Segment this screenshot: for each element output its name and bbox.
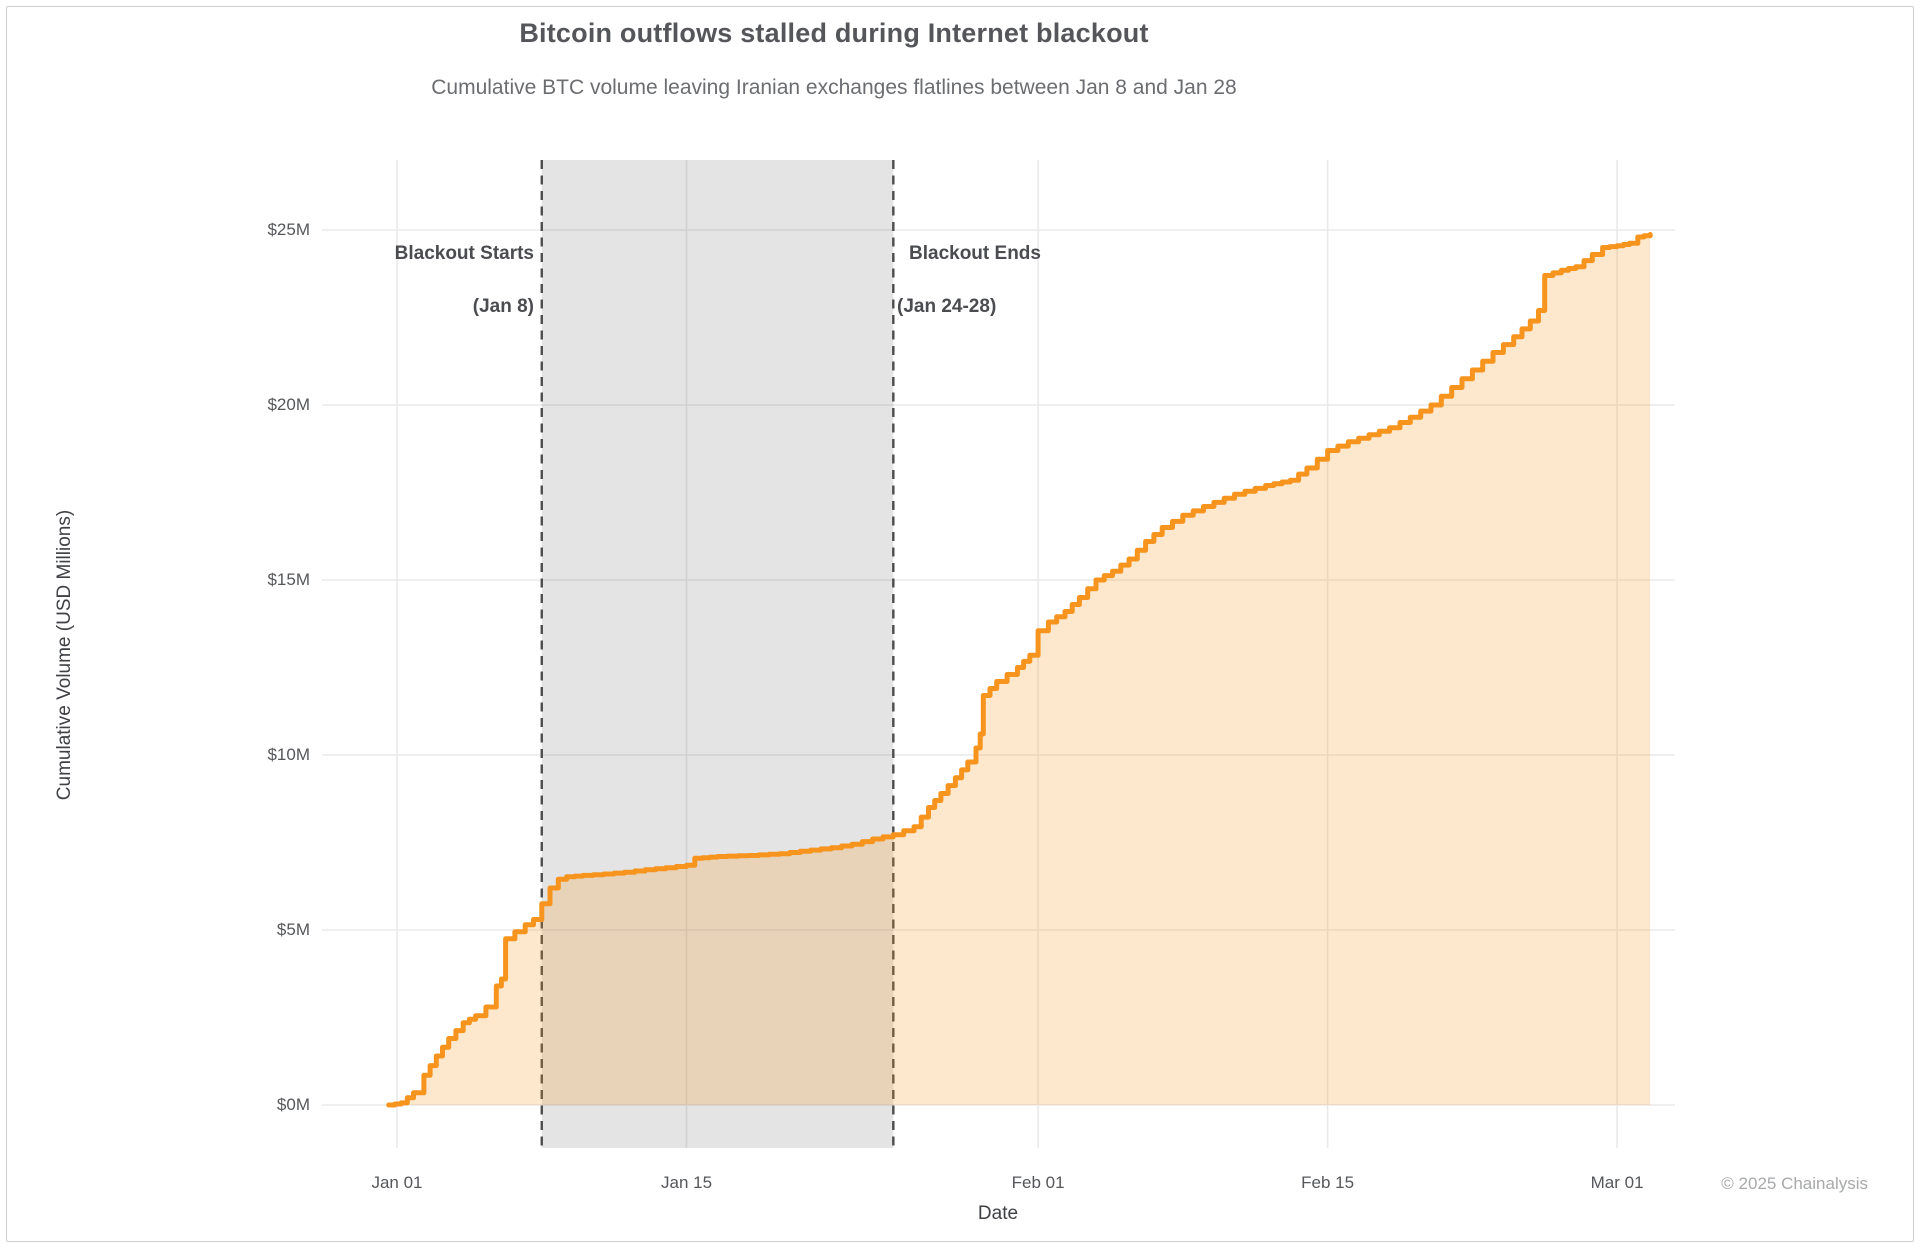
- y-tick-label: $20M: [267, 395, 310, 414]
- x-tick-label: Mar 01: [1590, 1173, 1644, 1192]
- plot-area: [322, 160, 1675, 1148]
- x-axis-title: Date: [977, 1203, 1019, 1224]
- x-tick-label: Jan 01: [371, 1173, 423, 1192]
- x-tick-label: Feb 01: [1011, 1173, 1065, 1192]
- chart-card: [6, 6, 1914, 1242]
- x-tick-label: Jan 15: [660, 1173, 713, 1192]
- y-tick-label: $25M: [267, 220, 310, 239]
- annotation-blackout-ends: Blackout Ends: [909, 243, 1041, 264]
- series-line: [386, 232, 1653, 1108]
- annotation-blackout-ends-date: (Jan 24-28): [897, 296, 997, 317]
- y-tick-label: $5M: [276, 920, 310, 939]
- y-axis-title: Cumulative Volume (USD Millions): [54, 509, 75, 801]
- chart-subtitle: Cumulative BTC volume leaving Iranian ex…: [431, 76, 1237, 99]
- plot-svg: [322, 160, 1675, 1148]
- x-tick-label: Feb 15: [1301, 1173, 1355, 1192]
- copyright-footer: © 2025 Chainalysis: [1721, 1174, 1868, 1193]
- annotation-blackout-starts: Blackout Starts: [394, 243, 534, 264]
- chart-title: Bitcoin outflows stalled during Internet…: [519, 18, 1149, 48]
- annotation-blackout-starts-date: (Jan 8): [472, 296, 534, 317]
- y-tick-label: $10M: [267, 745, 310, 764]
- y-tick-label: $0M: [276, 1095, 310, 1114]
- blackout-band: [541, 160, 894, 1148]
- y-tick-label: $15M: [267, 570, 310, 589]
